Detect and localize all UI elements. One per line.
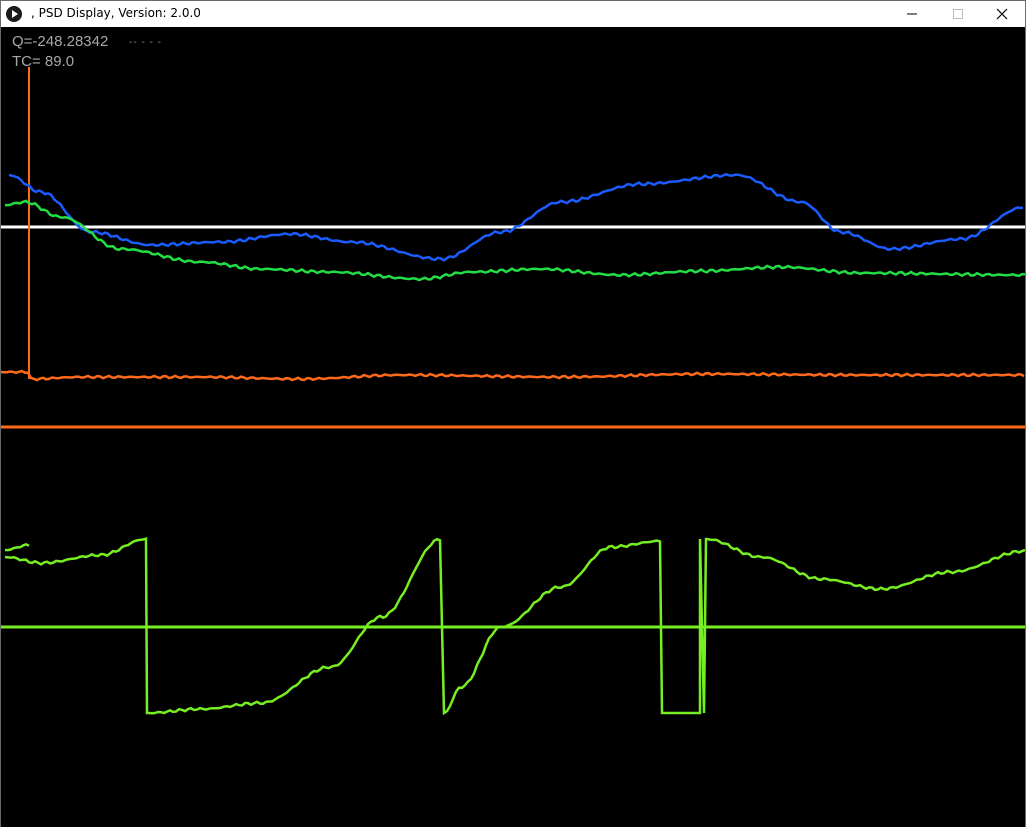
blue-trace: [8, 172, 1023, 262]
orange-trace: [1, 369, 1025, 382]
q-readout: Q=-248.28342: [12, 33, 109, 50]
green-trace: [4, 199, 1025, 282]
maximize-button[interactable]: [935, 1, 981, 27]
signal-plot: [1, 67, 1025, 716]
lime-trace: [4, 537, 1025, 716]
tc-readout: TC= 89.0: [12, 53, 75, 70]
play-circle-icon[interactable]: [6, 6, 22, 22]
close-icon: [996, 8, 1008, 20]
lime-trace-start: [4, 542, 30, 552]
minimize-icon: [907, 13, 917, 15]
minimize-button[interactable]: [889, 1, 935, 27]
close-button[interactable]: [979, 1, 1025, 27]
window-title: , PSD Display, Version: 2.0.0: [31, 6, 201, 20]
maximize-icon: [953, 9, 963, 19]
title-bar[interactable]: , PSD Display, Version: 2.0.0: [1, 1, 1025, 27]
extra-readout: -- - - -: [129, 37, 162, 48]
